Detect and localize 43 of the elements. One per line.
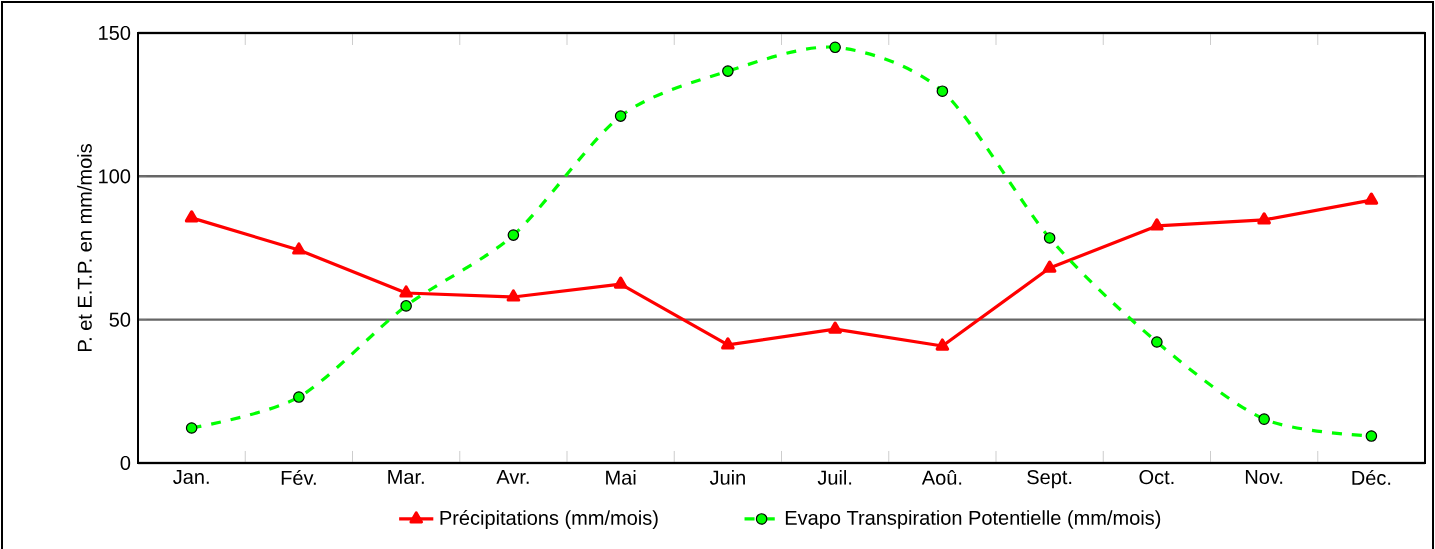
point bbox=[1257, 212, 1271, 225]
y-axis-title: P. et E.T.P. en mm/mois bbox=[77, 144, 92, 352]
point bbox=[399, 285, 413, 298]
x-tick-label: Fév. bbox=[281, 470, 316, 485]
point bbox=[614, 110, 627, 122]
point bbox=[1364, 192, 1379, 205]
point bbox=[1258, 413, 1270, 425]
point bbox=[1043, 232, 1056, 244]
legend-label: Evapo Transpiration Potentielle (mm/mois) bbox=[785, 510, 1161, 529]
point bbox=[722, 65, 734, 77]
point bbox=[828, 321, 842, 334]
point bbox=[935, 338, 950, 351]
x-tick-label: Oct. bbox=[1139, 470, 1174, 485]
point bbox=[1042, 260, 1057, 273]
x-tick-label: Juin bbox=[709, 470, 745, 485]
y-tick-label: 150 bbox=[99, 25, 131, 41]
point bbox=[507, 229, 520, 241]
point bbox=[613, 276, 628, 289]
y-tick-label: 0 bbox=[120, 455, 131, 471]
x-tick-label: Déc. bbox=[1352, 470, 1391, 485]
point bbox=[1365, 430, 1378, 442]
point bbox=[292, 242, 306, 255]
point bbox=[829, 41, 841, 54]
y-tick-label: 50 bbox=[109, 312, 131, 327]
point bbox=[184, 210, 199, 223]
point bbox=[936, 85, 949, 97]
point bbox=[400, 300, 412, 312]
x-tick-label: Avr. bbox=[496, 470, 529, 484]
y-tick-label: 100 bbox=[99, 169, 131, 184]
x-tick-label: Mai bbox=[606, 470, 636, 485]
point bbox=[1150, 218, 1164, 231]
point bbox=[293, 391, 305, 403]
point bbox=[1151, 336, 1163, 348]
legend-label: Précipitations (mm/mois) bbox=[440, 510, 658, 529]
x-tick-label: Aoû. bbox=[921, 470, 962, 485]
point bbox=[185, 422, 198, 434]
x-tick-label: Juil. bbox=[817, 470, 852, 485]
x-tick-label: Sept. bbox=[1027, 470, 1072, 489]
x-tick-label: Nov. bbox=[1245, 470, 1283, 484]
point bbox=[721, 337, 735, 350]
point bbox=[506, 289, 521, 302]
x-tick-label: Mar. bbox=[388, 470, 424, 484]
x-tick-label: Jan. bbox=[173, 470, 209, 484]
